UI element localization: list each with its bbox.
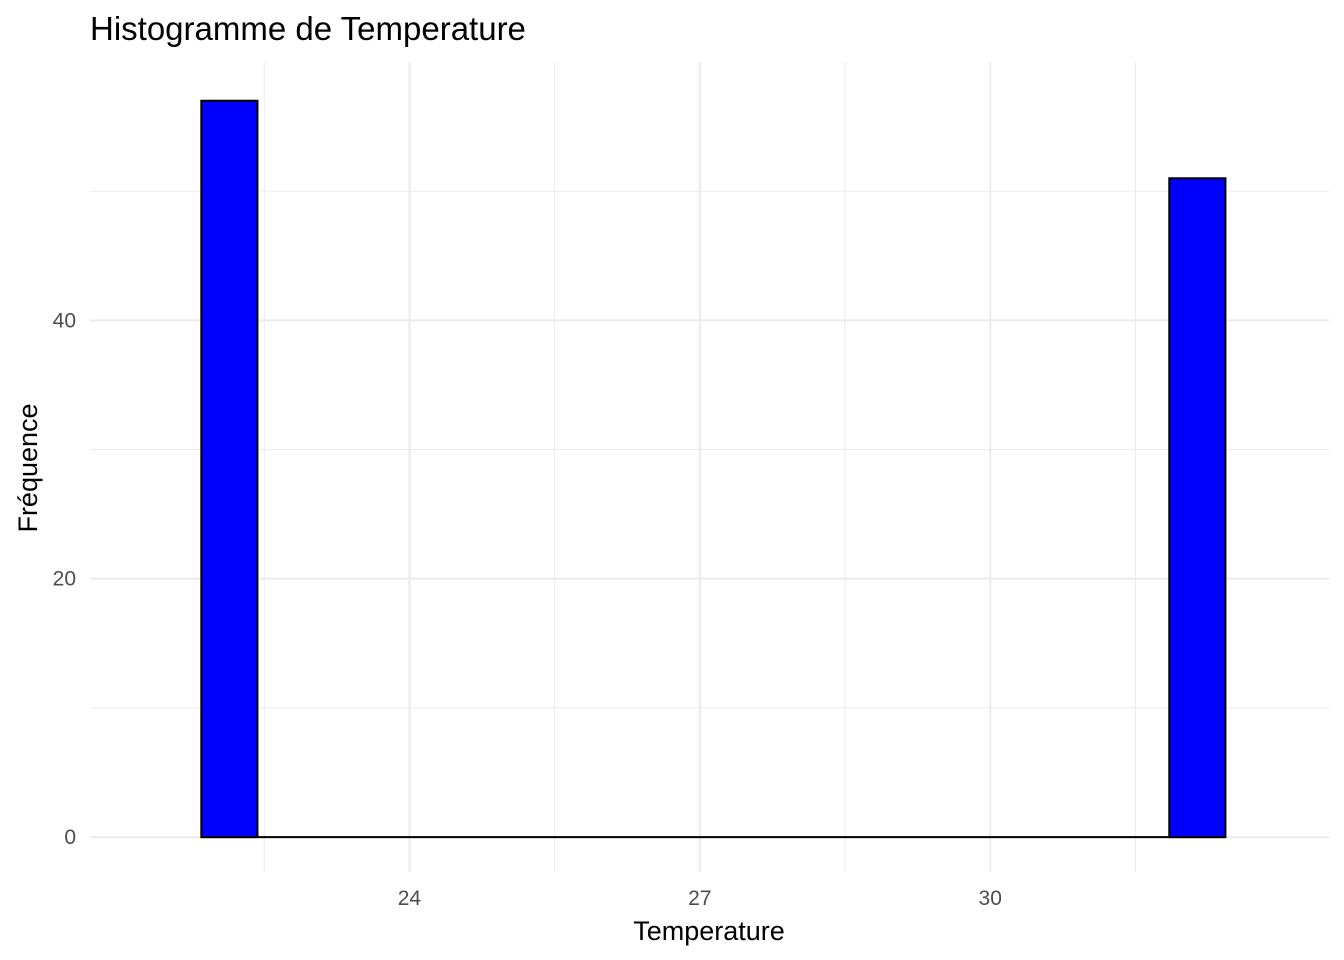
histogram-bar-2 (1168, 177, 1227, 839)
histogram-bar-1 (200, 99, 259, 839)
x-tick-label: 24 (398, 887, 422, 910)
y-tick-label: 0 (64, 826, 76, 849)
x-axis-ticks: 24 27 30 (398, 887, 1002, 910)
x-tick-label: 30 (979, 887, 1002, 910)
y-tick-label: 40 (53, 309, 76, 332)
grid-lines (90, 62, 1329, 872)
y-axis-ticks: 0 20 40 (53, 309, 76, 849)
chart-title: Histogramme de Temperature (90, 10, 526, 47)
y-tick-label: 20 (53, 568, 76, 591)
histogram-bars (200, 99, 1227, 839)
y-axis-title: Fréquence (13, 403, 43, 532)
x-tick-label: 27 (688, 887, 711, 910)
x-axis-title: Temperature (633, 916, 785, 946)
